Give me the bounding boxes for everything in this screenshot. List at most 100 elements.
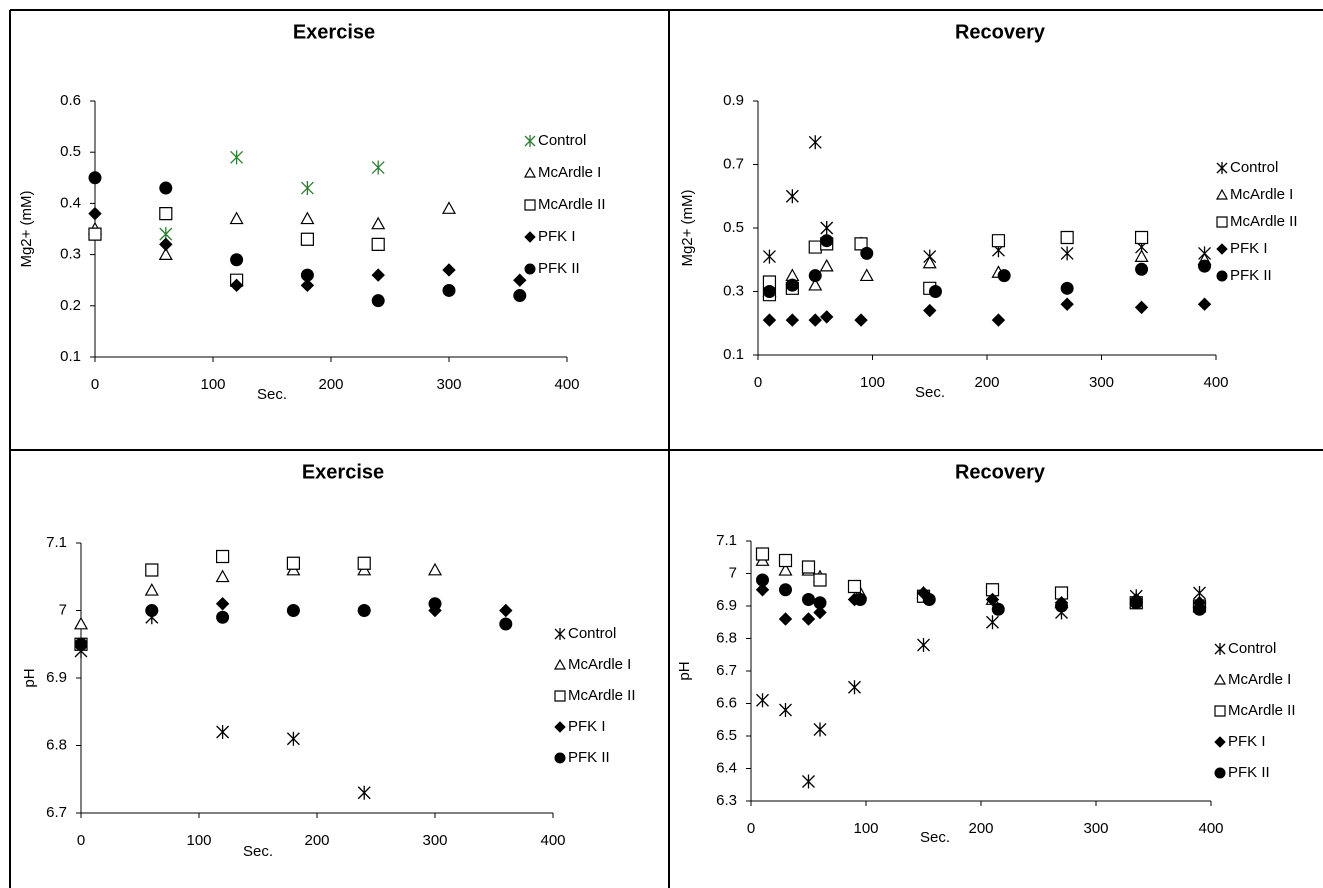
data-point [1060, 297, 1074, 311]
data-point [819, 258, 834, 272]
data-point [286, 556, 300, 570]
y-axis-label: pH [21, 668, 38, 687]
data-point [74, 637, 88, 651]
data-point [808, 277, 823, 291]
y-axis-label: Mg2+ (mM) [18, 190, 35, 267]
data-point [778, 612, 793, 626]
data-point [1134, 300, 1149, 315]
data-point [300, 278, 315, 293]
data-point [923, 303, 937, 318]
x-tick-label: 0 [754, 374, 762, 391]
y-tick-label: 7.1 [716, 532, 737, 549]
y-tick-label: 7 [729, 564, 737, 581]
legend-marker [1216, 162, 1228, 174]
data-point [779, 703, 792, 717]
x-tick-label: 300 [1089, 374, 1114, 391]
legend-label: McArdle I [1230, 186, 1293, 203]
data-point [159, 181, 173, 195]
x-tick-label: 0 [747, 820, 755, 837]
data-point [513, 273, 527, 287]
y-tick-label: 0.7 [723, 155, 744, 172]
legend-marker [553, 658, 567, 670]
data-point [159, 207, 173, 221]
data-point [808, 269, 822, 283]
data-point [216, 610, 230, 624]
data-point [808, 313, 822, 327]
data-point [88, 206, 102, 221]
legend-label: Control [568, 625, 616, 642]
legend-label: PFK II [1228, 764, 1270, 781]
data-point [785, 313, 800, 327]
data-point [801, 612, 816, 626]
legend-marker [554, 628, 566, 640]
legend-label: Control [1230, 159, 1278, 176]
y-tick-label: 0.2 [60, 297, 81, 314]
data-point [371, 216, 386, 230]
x-tick-label: 200 [974, 374, 999, 391]
legend-label: PFK I [1230, 240, 1268, 257]
y-tick-label: 0.1 [60, 348, 81, 365]
legend-label: Control [538, 132, 586, 149]
data-point [1054, 599, 1069, 613]
data-point [808, 240, 822, 254]
data-point [928, 285, 942, 298]
data-point [997, 268, 1011, 283]
legend-label: PFK I [1228, 733, 1266, 750]
legend-marker [554, 690, 566, 702]
legend-marker [1216, 270, 1228, 282]
data-point [813, 573, 827, 587]
x-tick-label: 100 [853, 820, 878, 837]
data-point [357, 556, 371, 570]
data-point [216, 725, 230, 739]
data-point [1060, 230, 1074, 245]
data-point [73, 616, 89, 630]
legend-label: PFK II [1230, 267, 1272, 284]
chart-title: Exercise [302, 461, 384, 483]
data-point [145, 563, 159, 577]
data-point [230, 150, 244, 165]
y-tick-label: 6.7 [716, 662, 737, 679]
x-axis-label: Sec. [257, 386, 287, 403]
data-point [88, 171, 102, 185]
data-point [159, 237, 173, 252]
y-tick-label: 6.3 [716, 792, 737, 809]
y-tick-label: 0.9 [723, 92, 744, 109]
data-point [991, 313, 1006, 327]
x-tick-label: 100 [860, 374, 885, 391]
data-point [300, 211, 315, 225]
data-point [853, 593, 867, 606]
data-point [848, 680, 861, 695]
data-point [801, 593, 816, 606]
x-tick-label: 300 [422, 832, 447, 849]
legend-marker [1215, 188, 1229, 200]
data-point [427, 562, 443, 576]
data-point [985, 592, 1000, 607]
data-point [1197, 297, 1212, 311]
data-point [986, 615, 999, 630]
y-tick-label: 0.3 [60, 246, 81, 263]
legend-marker [524, 199, 536, 211]
legend-marker [1213, 673, 1227, 685]
data-point [428, 597, 442, 611]
data-point [215, 597, 230, 611]
data-point [762, 285, 776, 298]
data-point [860, 246, 874, 260]
data-point [785, 189, 799, 204]
y-tick-label: 6.8 [716, 629, 737, 646]
data-point [1192, 602, 1207, 616]
data-point [499, 617, 513, 631]
legend-label: McArdle I [568, 656, 631, 673]
legend-label: Control [1228, 640, 1276, 657]
data-point [371, 160, 385, 175]
data-point [357, 604, 371, 617]
legend-marker [554, 752, 566, 764]
legend-label: McArdle II [1230, 213, 1298, 230]
chart-title: Recovery [955, 21, 1046, 43]
legend-label: McArdle II [538, 196, 606, 213]
data-point [785, 278, 799, 292]
y-tick-label: 0.3 [723, 282, 744, 299]
data-point [1054, 586, 1069, 600]
data-point [820, 221, 834, 235]
data-point [88, 227, 102, 241]
y-tick-label: 0.5 [723, 219, 744, 236]
